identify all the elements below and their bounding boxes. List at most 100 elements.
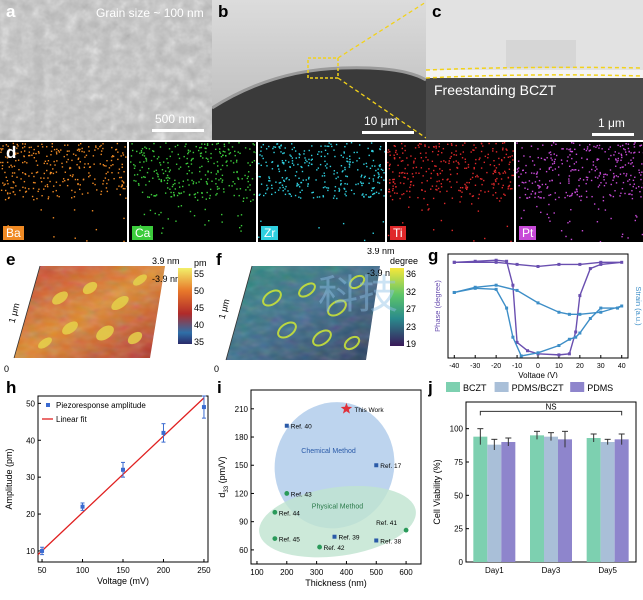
eds-dot — [575, 169, 577, 171]
eds-dot — [608, 148, 610, 150]
eds-dot — [284, 147, 286, 149]
eds-dot — [169, 155, 171, 158]
eds-dot — [167, 162, 169, 164]
eds-dot — [320, 145, 322, 147]
eds-dot — [412, 167, 415, 169]
eds-dot — [566, 148, 568, 150]
eds-dot — [204, 174, 207, 176]
eds-dot — [253, 160, 256, 162]
eds-dot — [243, 197, 245, 200]
data-point-g — [494, 260, 498, 264]
physical-point — [317, 544, 322, 550]
eds-dot — [320, 155, 323, 158]
eds-dot — [6, 179, 9, 182]
eds-dot — [5, 176, 7, 179]
eds-dot — [484, 237, 486, 240]
eds-dot — [335, 177, 337, 180]
eds-dot — [228, 142, 230, 144]
eds-dot — [6, 157, 9, 159]
eds-dot — [242, 200, 244, 202]
eds-dot — [431, 150, 434, 153]
eds-dot — [176, 194, 179, 197]
eds-dot — [523, 209, 525, 212]
eds-dot — [501, 186, 504, 189]
eds-dot — [393, 154, 395, 156]
eds-dot — [598, 147, 600, 149]
eds-dot — [193, 215, 196, 217]
data-point-g — [616, 306, 620, 310]
eds-dot — [310, 159, 313, 161]
eds-dot — [121, 166, 123, 168]
eds-dot — [505, 148, 507, 150]
eds-dot — [158, 178, 160, 180]
eds-dot — [604, 151, 606, 153]
eds-dot — [512, 174, 514, 177]
eds-dot — [153, 155, 155, 158]
eds-dot — [33, 199, 35, 201]
eds-dot — [222, 188, 225, 190]
eds-dot — [411, 173, 414, 175]
eds-dot — [71, 175, 74, 178]
eds-dot — [295, 171, 298, 173]
eds-dot — [143, 155, 146, 157]
eds-dot — [550, 157, 552, 159]
eds-dot — [359, 181, 362, 183]
physical-ref-label: Ref. 42 — [324, 545, 345, 552]
colorbar-tick-f: 36 — [406, 269, 417, 279]
panel-label-f: f — [216, 250, 222, 269]
eds-dot — [279, 187, 281, 189]
eds-dot — [538, 187, 540, 189]
eds-dot — [340, 179, 342, 182]
eds-dot — [6, 193, 9, 195]
eds-dot — [457, 161, 459, 164]
eds-dot — [51, 143, 53, 145]
z-min-label-f: -3.9 nm — [367, 268, 398, 278]
eds-dot — [406, 172, 409, 175]
eds-dot — [268, 176, 270, 178]
data-point-g — [599, 262, 603, 266]
eds-dot — [7, 145, 9, 148]
eds-dot — [399, 156, 401, 159]
eds-dot — [525, 181, 527, 184]
eds-dot — [550, 153, 552, 156]
eds-dot — [273, 151, 275, 154]
eds-dot — [237, 177, 239, 179]
eds-dot — [596, 158, 599, 160]
eds-dot — [206, 144, 209, 146]
eds-dot — [507, 156, 510, 158]
eds-dot — [46, 146, 48, 148]
eds-dot — [392, 171, 394, 173]
eds-dot — [487, 153, 489, 156]
eds-dot — [568, 175, 571, 177]
eds-dot — [84, 156, 86, 158]
eds-dot — [552, 169, 554, 171]
eds-dot — [517, 170, 519, 172]
eds-dot — [105, 165, 107, 167]
eds-dot — [124, 146, 126, 148]
eds-dot — [598, 144, 601, 147]
eds-dot — [74, 237, 76, 239]
eds-dot — [554, 158, 556, 161]
eds-dot — [298, 186, 301, 188]
eds-dot — [102, 147, 104, 150]
eds-dot — [392, 185, 394, 187]
eds-dot — [115, 149, 117, 151]
eds-dot — [447, 178, 449, 180]
eds-dot — [443, 202, 446, 205]
eds-dot — [294, 150, 297, 152]
eds-dot — [436, 172, 439, 175]
eds-dot — [427, 159, 429, 161]
eds-dot — [370, 189, 373, 192]
eds-dot — [428, 208, 430, 210]
eds-dot — [511, 187, 513, 190]
eds-dot — [400, 172, 403, 174]
eds-dot — [631, 162, 633, 164]
eds-dot — [266, 184, 268, 187]
eds-dot — [51, 145, 53, 148]
eds-dot — [571, 157, 573, 160]
eds-dot — [66, 184, 69, 187]
eds-dot — [301, 166, 303, 169]
eds-dot — [570, 150, 573, 153]
eds-dot — [57, 149, 60, 152]
colorbar-tick-e: 45 — [194, 303, 205, 313]
